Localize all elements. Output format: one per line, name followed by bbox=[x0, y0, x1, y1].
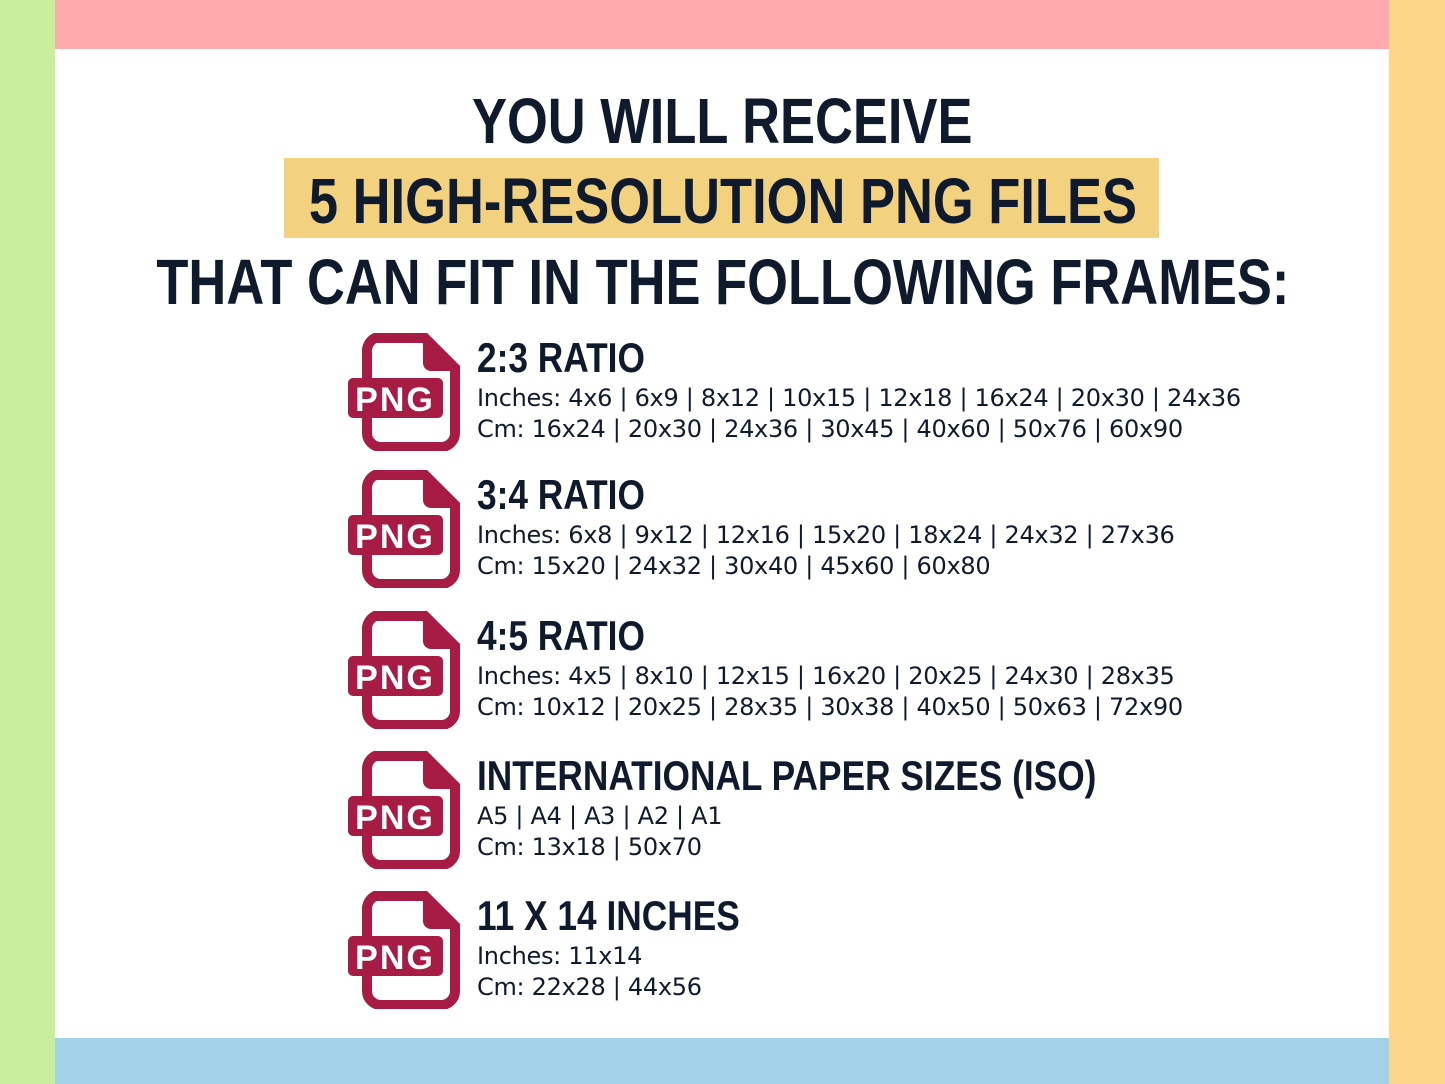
svg-text:PNG: PNG bbox=[355, 659, 435, 697]
heading-line-2: 5 HIGH-RESOLUTION PNG FILES bbox=[0, 164, 1445, 238]
heading-text: THAT CAN FIT IN THE FOLLOWING FRAMES: bbox=[155, 246, 1290, 318]
list-item: PNG 2:3 RATIO Inches: 4x6 | 6x9 | 8x12 |… bbox=[345, 333, 1345, 453]
item-text: INTERNATIONAL PAPER SIZES (ISO) A5 | A4 … bbox=[477, 751, 1214, 863]
item-line-1: Inches: 4x5 | 8x10 | 12x15 | 16x20 | 20x… bbox=[477, 662, 1175, 690]
bottom-border bbox=[55, 1038, 1389, 1084]
item-text: 3:4 RATIO Inches: 6x8 | 9x12 | 12x16 | 1… bbox=[477, 470, 1175, 582]
heading-line-1: YOU WILL RECEIVE bbox=[0, 84, 1445, 158]
right-border bbox=[1389, 0, 1445, 1084]
list-item: PNG 4:5 RATIO Inches: 4x5 | 8x10 | 12x15… bbox=[345, 611, 1345, 731]
list-item: PNG 11 X 14 INCHES Inches: 11x14 Cm: 22x… bbox=[345, 891, 1345, 1011]
list-item: PNG 3:4 RATIO Inches: 6x8 | 9x12 | 12x16… bbox=[345, 470, 1345, 590]
left-border bbox=[0, 0, 55, 1084]
item-title: 11 X 14 INCHES bbox=[477, 892, 740, 939]
item-title: 4:5 RATIO bbox=[477, 612, 645, 659]
heading-highlight bbox=[284, 158, 1159, 238]
item-line-2: Cm: 22x28 | 44x56 bbox=[477, 973, 702, 1001]
heading-line-3: THAT CAN FIT IN THE FOLLOWING FRAMES: bbox=[0, 245, 1445, 319]
item-line-1: A5 | A4 | A3 | A2 | A1 bbox=[477, 802, 723, 830]
item-title: 2:3 RATIO bbox=[477, 334, 645, 381]
svg-text:PNG: PNG bbox=[355, 381, 435, 419]
item-line-1: Inches: 6x8 | 9x12 | 12x16 | 15x20 | 18x… bbox=[477, 521, 1175, 549]
item-title: 3:4 RATIO bbox=[477, 471, 645, 518]
item-line-2: Cm: 13x18 | 50x70 bbox=[477, 833, 702, 861]
item-text: 2:3 RATIO Inches: 4x6 | 6x9 | 8x12 | 10x… bbox=[477, 333, 1241, 445]
item-line-2: Cm: 10x12 | 20x25 | 28x35 | 30x38 | 40x5… bbox=[477, 693, 1183, 721]
heading-text: YOU WILL RECEIVE bbox=[472, 85, 973, 157]
item-line-2: Cm: 15x20 | 24x32 | 30x40 | 45x60 | 60x8… bbox=[477, 552, 991, 580]
png-file-icon: PNG bbox=[348, 470, 460, 588]
item-line-1: Inches: 11x14 bbox=[477, 942, 643, 970]
svg-text:PNG: PNG bbox=[355, 518, 435, 556]
svg-text:PNG: PNG bbox=[355, 939, 435, 977]
png-file-icon: PNG bbox=[348, 611, 460, 729]
top-border bbox=[55, 0, 1389, 49]
item-line-1: Inches: 4x6 | 6x9 | 8x12 | 10x15 | 12x18… bbox=[477, 384, 1241, 412]
item-line-2: Cm: 16x24 | 20x30 | 24x36 | 30x45 | 40x6… bbox=[477, 415, 1183, 443]
item-text: 4:5 RATIO Inches: 4x5 | 8x10 | 12x15 | 1… bbox=[477, 611, 1183, 723]
svg-text:PNG: PNG bbox=[355, 799, 435, 837]
heading-text: 5 HIGH-RESOLUTION PNG FILES bbox=[308, 165, 1137, 237]
item-title: INTERNATIONAL PAPER SIZES (ISO) bbox=[477, 752, 1097, 799]
list-item: PNG INTERNATIONAL PAPER SIZES (ISO) A5 |… bbox=[345, 751, 1345, 871]
png-file-icon: PNG bbox=[348, 333, 460, 451]
png-file-icon: PNG bbox=[348, 751, 460, 869]
item-text: 11 X 14 INCHES Inches: 11x14 Cm: 22x28 |… bbox=[477, 891, 790, 1003]
png-file-icon: PNG bbox=[348, 891, 460, 1009]
